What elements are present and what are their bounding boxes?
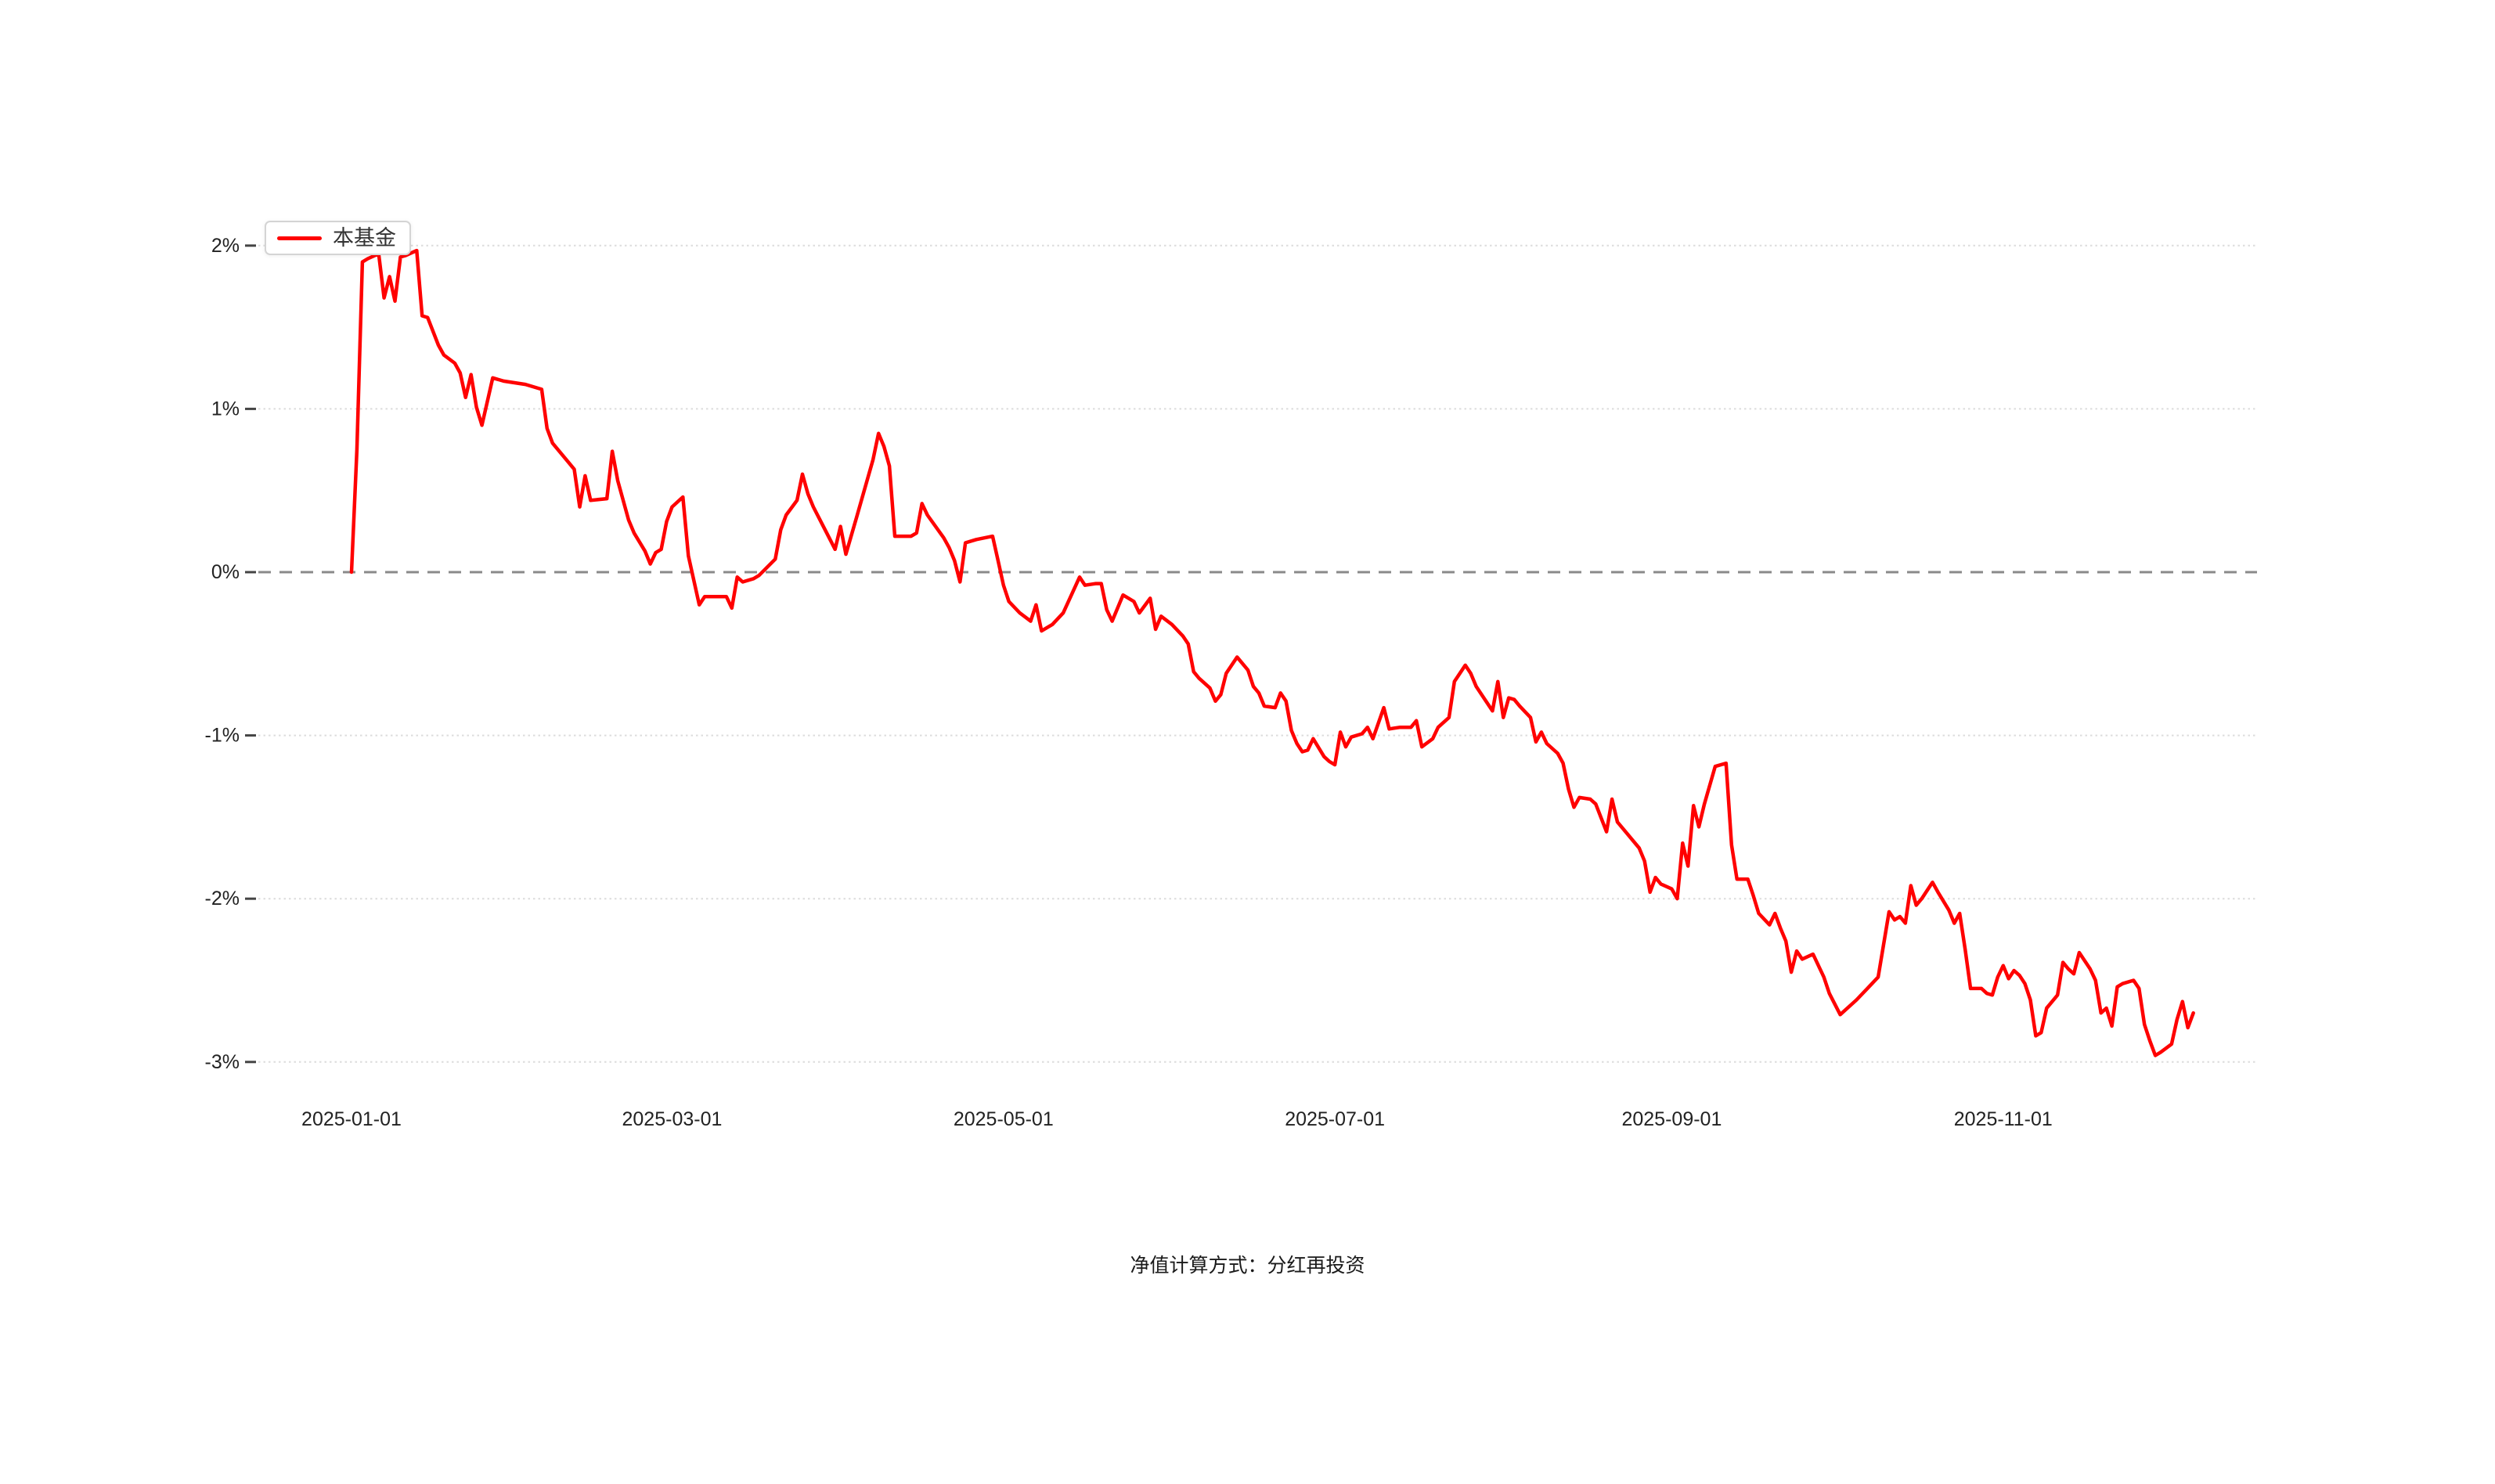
- series-line-fund: [349, 248, 2195, 1057]
- y-tick-label: -3%: [205, 1051, 240, 1073]
- y-tick-label: 0%: [211, 561, 240, 583]
- x-tick-label: 2025-01-01: [301, 1108, 402, 1130]
- x-tick-label: 2025-05-01: [954, 1108, 1054, 1130]
- legend-line-marker: [277, 236, 322, 240]
- y-tick-label: -1%: [205, 725, 240, 747]
- legend-item-fund[interactable]: 本基金: [265, 221, 411, 255]
- legend-label: 本基金: [333, 225, 396, 250]
- x-tick-label: 2025-03-01: [622, 1108, 723, 1130]
- x-tick-label: 2025-07-01: [1285, 1108, 1385, 1130]
- y-tick-label: -2%: [205, 888, 240, 909]
- nav-calculation-note: 净值计算方式：分红再投资: [1130, 1255, 1365, 1277]
- y-tick-label: 1%: [211, 398, 240, 420]
- x-tick-label: 2025-11-01: [1954, 1108, 2053, 1130]
- x-tick-label: 2025-09-01: [1621, 1108, 1722, 1130]
- y-tick-label: 2%: [211, 235, 240, 257]
